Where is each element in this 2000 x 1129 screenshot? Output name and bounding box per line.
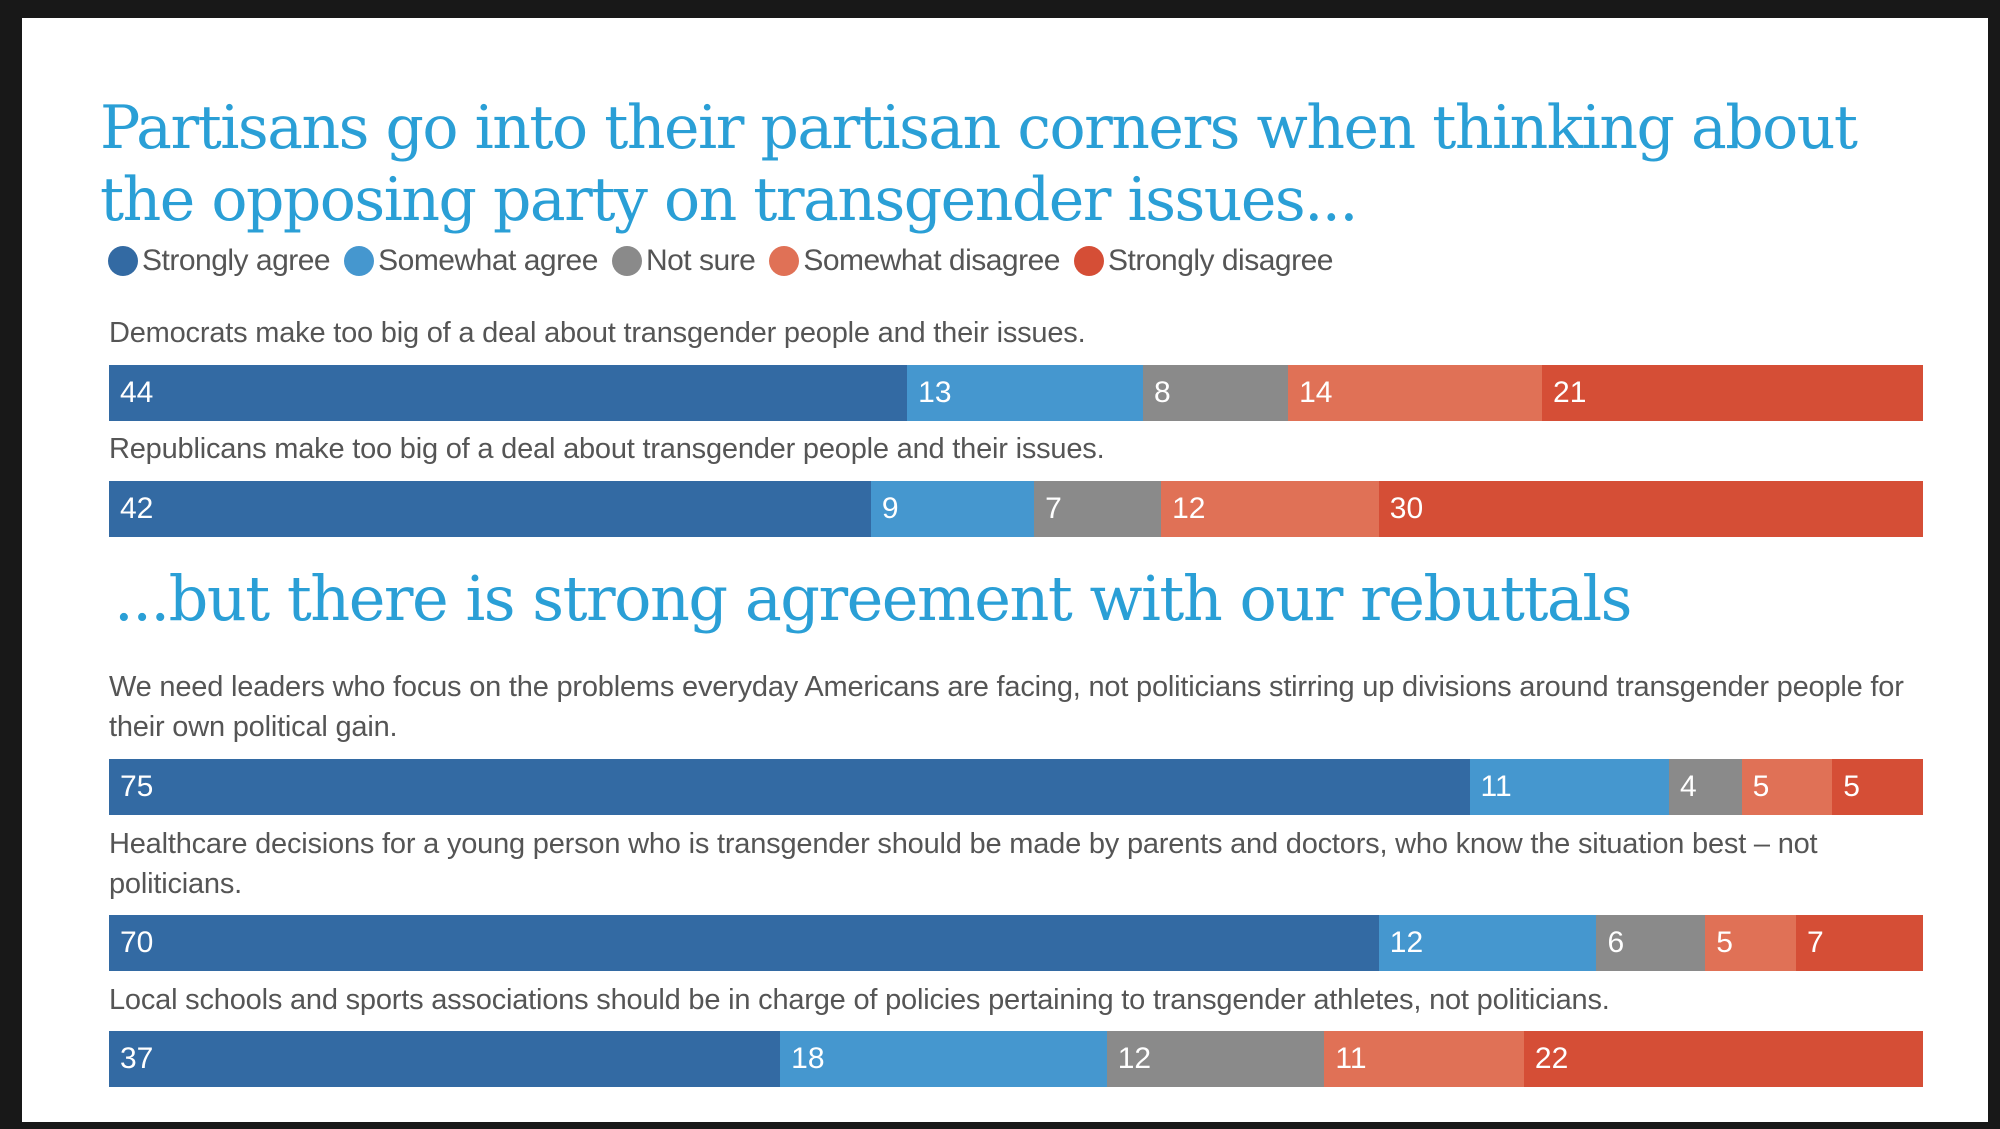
- segment-strongly-agree: 75: [109, 759, 1470, 815]
- segment-somewhat-agree: 18: [780, 1031, 1107, 1087]
- stacked-bar: 75 11 4 5 5: [109, 759, 1923, 815]
- segment-somewhat-agree: 13: [907, 365, 1143, 421]
- data-label: 22: [1534, 1042, 1569, 1075]
- legend-item-strongly-agree: Strongly agree: [108, 244, 331, 278]
- data-label: 14: [1299, 376, 1333, 409]
- data-label: 8: [1153, 376, 1171, 409]
- stacked-bar: 70 12 6 5 7: [109, 915, 1923, 971]
- segment-strongly-disagree: 21: [1542, 365, 1923, 421]
- data-label: 9: [881, 492, 899, 525]
- data-label: 70: [120, 926, 154, 959]
- legend-dot-icon: [611, 246, 642, 276]
- legend-label: Somewhat disagree: [803, 244, 1060, 277]
- legend-item-somewhat-agree: Somewhat agree: [344, 244, 598, 278]
- question-label: We need leaders who focus on the problem…: [109, 671, 1904, 743]
- segment-somewhat-disagree: 5: [1741, 759, 1833, 815]
- legend: Strongly agree Somewhat agree Not sure S…: [108, 244, 1333, 278]
- data-label: 11: [1335, 1042, 1367, 1075]
- legend-label: Strongly disagree: [1107, 244, 1333, 277]
- segment-strongly-disagree: 5: [1832, 759, 1923, 815]
- data-label: 12: [1117, 1042, 1152, 1075]
- data-label: 18: [791, 1042, 825, 1075]
- question-label: Democrats make too big of a deal about t…: [109, 317, 1086, 349]
- legend-item-strongly-disagree: Strongly disagree: [1073, 244, 1333, 278]
- segment-somewhat-disagree: 11: [1324, 1031, 1524, 1087]
- segment-somewhat-agree: 9: [870, 481, 1035, 537]
- legend-dot-icon: [344, 246, 375, 276]
- data-label: 7: [1045, 492, 1062, 525]
- stacked-bar: 42 9 7 12 30: [109, 481, 1923, 537]
- data-label: 42: [120, 492, 154, 525]
- segment-strongly-agree: 70: [109, 915, 1379, 971]
- stacked-bar: 44 13 8 14 21: [109, 365, 1923, 421]
- legend-item-somewhat-disagree: Somewhat disagree: [769, 244, 1060, 278]
- segment-not-sure: 12: [1106, 1031, 1325, 1087]
- data-label: 13: [918, 376, 952, 409]
- chart-subtitle: ...but there is strong agreement with ou…: [114, 562, 1632, 635]
- segment-somewhat-agree: 11: [1469, 759, 1670, 815]
- data-label: 11: [1480, 770, 1512, 803]
- segment-strongly-agree: 42: [109, 481, 871, 537]
- legend-label: Strongly agree: [142, 244, 331, 277]
- data-label: 30: [1389, 492, 1424, 525]
- data-label: 21: [1553, 376, 1587, 409]
- data-label: 5: [1843, 770, 1860, 803]
- chart-title: Partisans go into their partisan corners…: [100, 93, 1858, 235]
- question-label: Local schools and sports associations sh…: [109, 984, 1610, 1016]
- legend-dot-icon: [1073, 246, 1104, 276]
- segment-not-sure: 4: [1669, 759, 1742, 815]
- data-label: 7: [1806, 926, 1824, 959]
- segment-somewhat-disagree: 5: [1705, 915, 1796, 971]
- data-label: 37: [120, 1042, 154, 1075]
- data-label: 12: [1389, 926, 1424, 959]
- segment-not-sure: 6: [1596, 915, 1706, 971]
- data-label: 6: [1607, 926, 1625, 959]
- segment-somewhat-disagree: 14: [1288, 365, 1543, 421]
- data-label: 5: [1752, 770, 1770, 803]
- segment-strongly-disagree: 22: [1523, 1031, 1923, 1087]
- segment-somewhat-disagree: 12: [1161, 481, 1379, 537]
- segment-not-sure: 7: [1034, 481, 1162, 537]
- data-label: 12: [1172, 492, 1206, 525]
- segment-strongly-agree: 44: [109, 365, 908, 421]
- segment-strongly-disagree: 30: [1378, 481, 1923, 537]
- segment-strongly-disagree: 7: [1795, 915, 1923, 971]
- segment-strongly-agree: 37: [109, 1031, 781, 1087]
- data-label: 5: [1716, 926, 1733, 959]
- question-label: Healthcare decisions for a young person …: [109, 828, 1818, 900]
- data-label: 75: [120, 770, 154, 803]
- legend-item-not-sure: Not sure: [611, 244, 756, 278]
- legend-dot-icon: [108, 246, 138, 276]
- data-label: 44: [120, 376, 154, 409]
- data-label: 4: [1680, 770, 1697, 803]
- stacked-bar: 37 18 12 11 22: [109, 1031, 1923, 1087]
- legend-dot-icon: [769, 246, 800, 276]
- legend-label: Not sure: [645, 244, 756, 277]
- segment-somewhat-agree: 12: [1378, 915, 1597, 971]
- question-label: Republicans make too big of a deal about…: [109, 433, 1105, 465]
- legend-label: Somewhat agree: [378, 244, 598, 277]
- segment-not-sure: 8: [1142, 365, 1289, 421]
